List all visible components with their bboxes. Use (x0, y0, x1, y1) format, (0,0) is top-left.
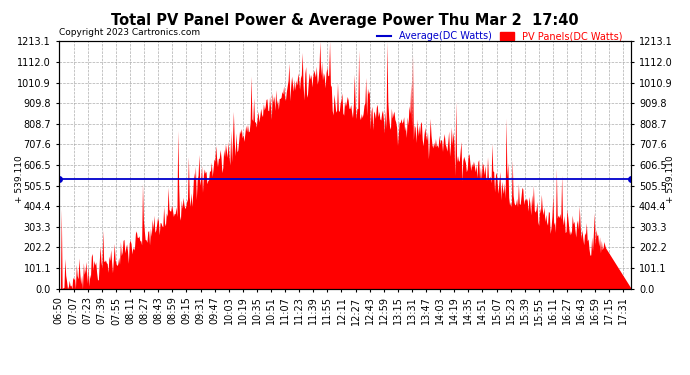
Text: Total PV Panel Power & Average Power Thu Mar 2  17:40: Total PV Panel Power & Average Power Thu… (111, 13, 579, 28)
Text: + 539.110: + 539.110 (666, 155, 675, 203)
Legend: Average(DC Watts), PV Panels(DC Watts): Average(DC Watts), PV Panels(DC Watts) (373, 27, 627, 45)
Text: + 539.110: + 539.110 (15, 155, 24, 203)
Text: Copyright 2023 Cartronics.com: Copyright 2023 Cartronics.com (59, 28, 200, 37)
